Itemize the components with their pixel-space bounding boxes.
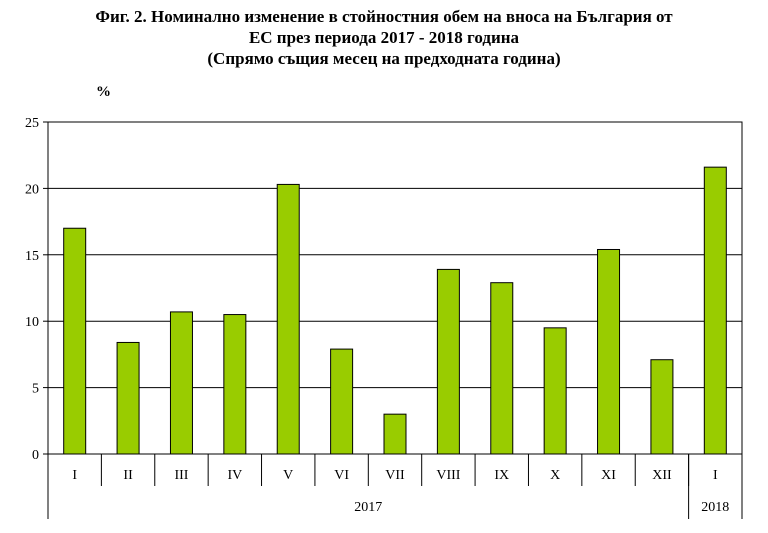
x-category-label: V bbox=[283, 468, 293, 483]
chart-title-line-3: (Спрямо същия месец на предходната годин… bbox=[207, 49, 561, 68]
x-category-label: IX bbox=[494, 468, 509, 483]
bar bbox=[169, 311, 193, 455]
x-category-label: IV bbox=[227, 468, 242, 483]
x-category-label: I bbox=[713, 468, 718, 483]
bar bbox=[597, 248, 621, 455]
x-category-label: VIII bbox=[436, 468, 460, 483]
y-tick-label: 10 bbox=[25, 315, 39, 330]
x-category-label: XII bbox=[652, 468, 672, 483]
y-axis-unit-label: % bbox=[96, 84, 111, 100]
x-category-label: VII bbox=[385, 468, 405, 483]
x-category-label: VI bbox=[334, 468, 349, 483]
bar bbox=[383, 413, 407, 455]
bar bbox=[276, 183, 300, 455]
bar bbox=[490, 282, 514, 455]
y-tick-label: 15 bbox=[25, 249, 39, 264]
x-category-label: X bbox=[550, 468, 560, 483]
year-group-label: 2018 bbox=[701, 500, 729, 515]
bar bbox=[223, 314, 247, 455]
x-category-label: II bbox=[123, 468, 133, 483]
y-tick-label: 5 bbox=[32, 382, 39, 397]
chart-title-line-1: Фиг. 2. Номинално изменение в стойностни… bbox=[95, 7, 673, 26]
chart-title-line-2: ЕС през периода 2017 - 2018 година bbox=[248, 28, 520, 47]
plot-area-frame bbox=[47, 121, 743, 455]
x-category-label: XI bbox=[601, 468, 616, 483]
bar bbox=[543, 327, 567, 455]
y-tick-label: 20 bbox=[25, 182, 39, 197]
y-tick-label: 25 bbox=[25, 116, 39, 131]
bar bbox=[116, 341, 140, 455]
year-group-label: 2017 bbox=[354, 500, 382, 515]
bar bbox=[650, 359, 674, 455]
bar bbox=[330, 348, 354, 455]
chart-title: Фиг. 2. Номинално изменение в стойностни… bbox=[0, 6, 768, 69]
bar bbox=[63, 227, 87, 455]
x-category-label: I bbox=[72, 468, 77, 483]
y-tick-label: 0 bbox=[32, 448, 39, 463]
bar bbox=[436, 268, 460, 455]
bar bbox=[703, 166, 727, 455]
x-category-label: III bbox=[174, 468, 188, 483]
